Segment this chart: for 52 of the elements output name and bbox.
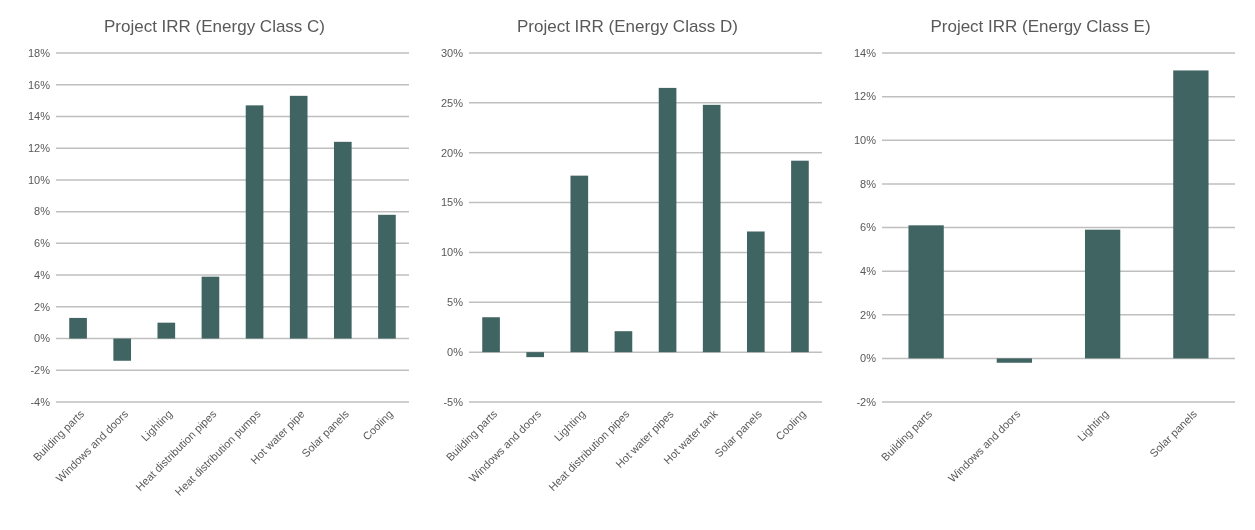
y-tick-label: 15%	[440, 196, 464, 209]
bar	[289, 95, 308, 339]
y-tick-label: 0%	[860, 352, 877, 365]
bar	[702, 104, 721, 353]
y-tick-label: 16%	[27, 78, 51, 91]
bar	[69, 317, 87, 339]
y-tick-label: 6%	[34, 237, 51, 250]
y-tick-label: -2%	[856, 395, 877, 408]
bar	[570, 175, 589, 353]
y-tick-label: 10%	[853, 134, 877, 147]
y-tick-label: 14%	[27, 110, 51, 123]
y-tick-label: 4%	[860, 264, 877, 277]
y-tick-label: 12%	[853, 90, 877, 103]
bar	[157, 322, 176, 339]
y-tick-label: 20%	[440, 146, 464, 159]
y-tick-label: 0%	[447, 345, 464, 358]
bar	[201, 276, 220, 339]
bar	[526, 352, 545, 358]
bar	[482, 317, 500, 353]
y-tick-label: -5%	[443, 395, 464, 408]
y-tick-label: 8%	[860, 177, 877, 190]
y-tick-label: -4%	[30, 395, 51, 408]
bar	[1084, 229, 1121, 359]
bar	[113, 338, 132, 361]
bar	[1173, 70, 1209, 359]
y-tick-label: -2%	[30, 364, 51, 377]
y-tick-label: 12%	[27, 142, 51, 155]
chart-title: Project IRR (Energy Class D)	[516, 17, 739, 36]
bar	[746, 231, 765, 353]
y-tick-label: 30%	[440, 46, 464, 59]
y-tick-label: 4%	[34, 268, 51, 281]
bar	[908, 225, 944, 359]
y-tick-label: 10%	[440, 246, 464, 259]
y-tick-label: 8%	[34, 205, 51, 218]
y-tick-label: 10%	[27, 173, 51, 186]
bar	[333, 141, 352, 339]
y-tick-label: 2%	[860, 308, 877, 321]
bar	[378, 214, 396, 339]
y-tick-label: 14%	[853, 46, 877, 59]
chart-title: Project IRR (Energy Class C)	[103, 17, 326, 36]
y-tick-label: 5%	[447, 296, 464, 309]
bar	[614, 331, 633, 353]
y-tick-label: 6%	[860, 221, 877, 234]
y-tick-label: 18%	[27, 46, 51, 59]
bar	[245, 105, 264, 339]
bar	[658, 87, 677, 353]
chart-title: Project IRR (Energy Class E)	[930, 17, 1151, 36]
bar	[996, 358, 1033, 363]
bar	[791, 160, 809, 353]
y-tick-label: 0%	[34, 332, 51, 345]
y-tick-label: 2%	[34, 300, 51, 313]
y-tick-label: 25%	[440, 96, 464, 109]
